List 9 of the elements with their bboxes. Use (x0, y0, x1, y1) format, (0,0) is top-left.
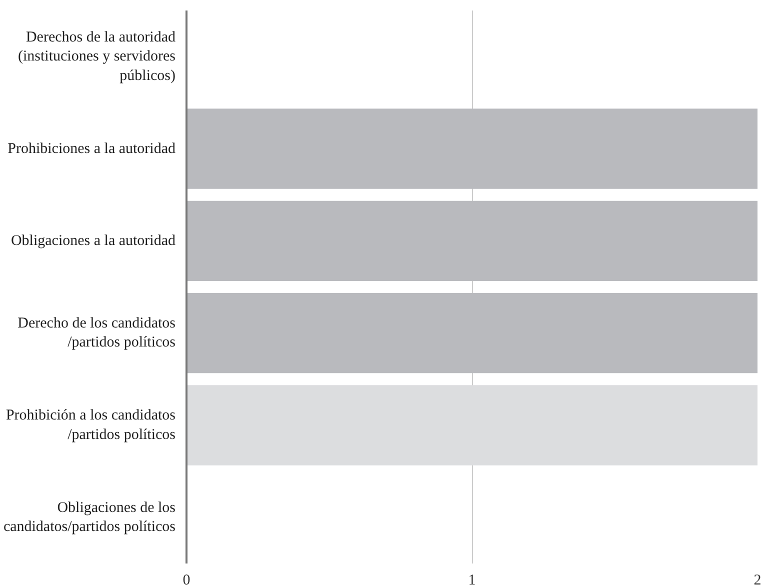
y-tick-label: Prohibición a los candidatos /partidos políticos (6, 408, 176, 443)
y-tick-label: Obligaciones a la autoridad (10, 232, 176, 249)
y-tick-label: Derechos de la autoridad (instituciones y servidores públicos) (18, 29, 176, 84)
x-tick-label: 1 (468, 572, 476, 587)
y-tick-label: Derecho de los candidatos /partidos políticos (18, 315, 176, 351)
x-tick-label: 2 (754, 572, 762, 587)
y-tick-label: Obligaciones de los candidatos/partidos políticos (3, 500, 176, 536)
y-tick-label: Prohibiciones a la autoridad (8, 140, 176, 157)
x-tick-label: 0 (182, 572, 190, 587)
